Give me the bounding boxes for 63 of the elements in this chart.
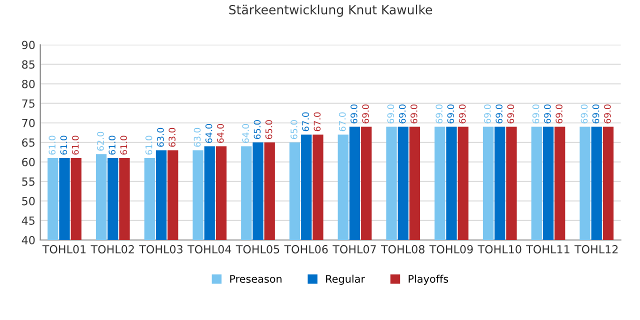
data-label: 61.0 [145, 136, 152, 155]
data-label: 65.0 [290, 120, 298, 139]
y-tick-label: 50 [22, 196, 35, 206]
data-label: 61.0 [60, 136, 68, 155]
y-tick-label: 75 [22, 99, 34, 108]
data-label: 69.0 [447, 104, 454, 124]
y-tick-label: 40 [22, 236, 35, 244]
data-label: 69.0 [458, 104, 466, 124]
x-tick-label: TOHL06 [284, 245, 328, 254]
x-tick-label: TOHL05 [236, 245, 280, 254]
data-label: 67.0 [302, 112, 309, 132]
legend-label: Regular [326, 274, 366, 285]
data-label: 69.0 [580, 104, 588, 124]
y-tick-label: 85 [22, 60, 34, 69]
data-label: 69.0 [556, 104, 562, 124]
data-label: 69.0 [592, 104, 600, 124]
x-tick-label: TOHL09 [429, 245, 473, 254]
data-label: 63.0 [157, 128, 164, 147]
y-tick-label: 45 [22, 216, 34, 225]
data-label: 64.0 [242, 124, 250, 143]
data-label: 69.0 [410, 104, 418, 124]
data-label: 69.0 [436, 104, 443, 124]
legend-label: Playoffs [408, 274, 448, 285]
y-tick-label: 65 [22, 138, 34, 147]
data-label: 69.0 [532, 104, 540, 124]
x-tick-label: TOHL08 [380, 245, 424, 254]
data-label: 63.0 [168, 128, 176, 147]
data-label: 61.0 [48, 136, 56, 155]
data-label: 69.0 [398, 104, 406, 124]
data-label: 61.0 [72, 136, 79, 155]
data-label: 69.0 [544, 104, 551, 124]
x-tick-label: TOHL04 [187, 245, 232, 254]
y-tick-label: 70 [22, 118, 35, 128]
data-label: 67.0 [314, 112, 321, 132]
x-tick-label: TOHL03 [139, 245, 182, 254]
data-label: 69.0 [387, 104, 394, 124]
x-tick-label: TOHL11 [526, 245, 570, 254]
data-label: 69.0 [484, 104, 491, 124]
data-label: 69.0 [362, 104, 369, 124]
x-tick-label: TOHL12 [574, 245, 618, 254]
data-label: 65.0 [265, 120, 272, 139]
x-tick-label: TOHL01 [42, 245, 86, 254]
data-label: 61.0 [120, 136, 128, 155]
data-label: 69.0 [507, 104, 514, 124]
x-tick-label: TOHL10 [478, 245, 522, 254]
data-label: 62.0 [97, 132, 104, 151]
data-label: 64.0 [205, 124, 212, 143]
x-tick-label: TOHL07 [332, 245, 376, 254]
data-label: 69.0 [604, 104, 611, 124]
y-tick-label: 55 [22, 178, 34, 186]
data-label: 67.0 [338, 112, 346, 132]
y-tick-label: 60 [22, 158, 35, 166]
data-label: 69.0 [496, 104, 502, 124]
data-label: 69.0 [350, 104, 358, 124]
legend-label: Preseason [230, 275, 282, 283]
chart-title: Stärkeentwicklung Knut Kawulke [229, 4, 432, 17]
data-label: 63.0 [194, 128, 201, 147]
y-tick-label: 90 [22, 40, 35, 50]
y-tick-label: 80 [22, 80, 35, 88]
data-label: 65.0 [254, 120, 261, 139]
data-label: 64.0 [217, 124, 224, 143]
data-label: 61.0 [108, 136, 116, 155]
x-tick-label: TOHL02 [90, 245, 134, 254]
